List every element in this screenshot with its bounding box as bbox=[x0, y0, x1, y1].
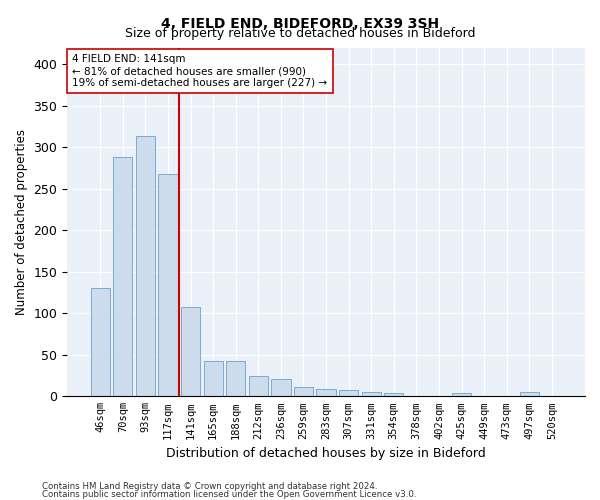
Text: 4, FIELD END, BIDEFORD, EX39 3SH: 4, FIELD END, BIDEFORD, EX39 3SH bbox=[161, 18, 439, 32]
Bar bbox=[362, 392, 381, 396]
Bar bbox=[249, 376, 268, 396]
Text: Size of property relative to detached houses in Bideford: Size of property relative to detached ho… bbox=[125, 28, 475, 40]
Bar bbox=[339, 390, 358, 396]
Text: Contains public sector information licensed under the Open Government Licence v3: Contains public sector information licen… bbox=[42, 490, 416, 499]
Bar bbox=[520, 392, 539, 396]
Bar bbox=[384, 393, 403, 396]
X-axis label: Distribution of detached houses by size in Bideford: Distribution of detached houses by size … bbox=[166, 447, 486, 460]
Bar bbox=[158, 174, 178, 396]
Bar bbox=[226, 362, 245, 396]
Bar bbox=[316, 389, 335, 396]
Bar bbox=[294, 387, 313, 396]
Bar bbox=[113, 157, 133, 396]
Text: Contains HM Land Registry data © Crown copyright and database right 2024.: Contains HM Land Registry data © Crown c… bbox=[42, 482, 377, 491]
Bar bbox=[136, 136, 155, 396]
Y-axis label: Number of detached properties: Number of detached properties bbox=[15, 129, 28, 315]
Bar bbox=[203, 362, 223, 396]
Bar bbox=[452, 393, 471, 396]
Bar bbox=[91, 288, 110, 397]
Bar bbox=[271, 379, 290, 396]
Bar bbox=[181, 306, 200, 396]
Text: 4 FIELD END: 141sqm
← 81% of detached houses are smaller (990)
19% of semi-detac: 4 FIELD END: 141sqm ← 81% of detached ho… bbox=[73, 54, 328, 88]
